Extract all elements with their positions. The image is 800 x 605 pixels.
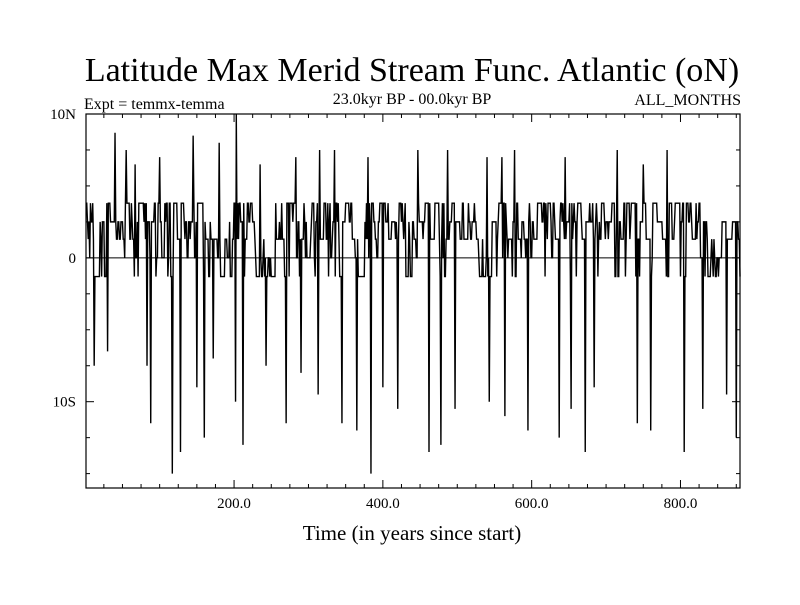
- x-tick-label-400: 400.0: [366, 496, 400, 512]
- plot-frame: [85, 113, 741, 489]
- y-tick-label-10S: 10S: [53, 395, 76, 411]
- x-tick-label-600: 600.0: [515, 496, 549, 512]
- chart-title: Latitude Max Merid Stream Func. Atlantic…: [85, 52, 739, 89]
- series-line-latitude-max: [86, 113, 741, 474]
- y-tick-label-10N: 10N: [50, 107, 76, 123]
- subtitle-months: ALL_MONTHS: [634, 92, 741, 109]
- x-axis-label: Time (in years since start): [303, 521, 522, 545]
- axis-tick-labels: 200.0 400.0 600.0 800.0 10N 0 10S: [50, 107, 697, 512]
- x-tick-label-800: 800.0: [664, 496, 698, 512]
- subtitle-experiment: Expt = temmx-temma: [84, 96, 225, 113]
- subtitle-time-range: 23.0kyr BP - 00.0kyr BP: [333, 91, 492, 108]
- x-tick-label-200: 200.0: [217, 496, 251, 512]
- y-tick-label-0: 0: [69, 251, 77, 267]
